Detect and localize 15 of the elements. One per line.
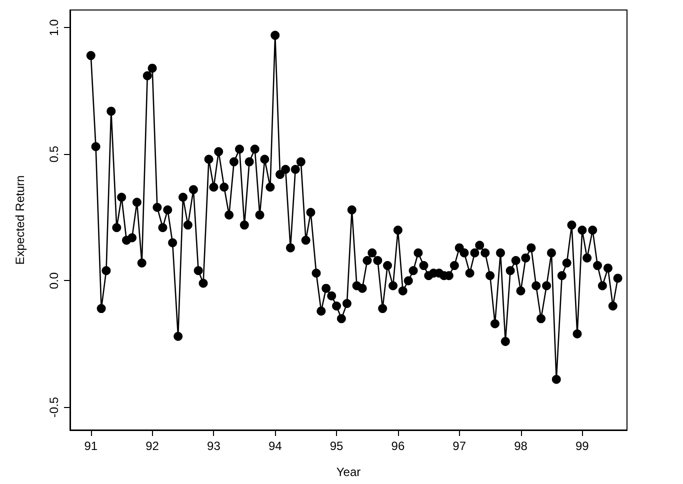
x-tick-label: 92 [146, 439, 160, 453]
x-tick-label: 91 [84, 439, 98, 453]
x-tick-label: 98 [514, 439, 528, 453]
y-tick-label: -0.5 [47, 396, 61, 418]
x-tick-label: 93 [207, 439, 221, 453]
y-tick-label: 1.0 [47, 19, 61, 36]
x-axis-title: Year [336, 465, 361, 479]
x-tick-label: 97 [452, 439, 466, 453]
y-axis-title: Expected Return [13, 175, 27, 265]
x-tick-label: 96 [391, 439, 405, 453]
x-tick-label: 94 [268, 439, 282, 453]
y-tick-label: 0.5 [47, 146, 61, 163]
x-tick-label: 99 [575, 439, 590, 453]
x-tick-label: 95 [330, 439, 344, 453]
y-tick-label: 0.0 [47, 272, 61, 290]
